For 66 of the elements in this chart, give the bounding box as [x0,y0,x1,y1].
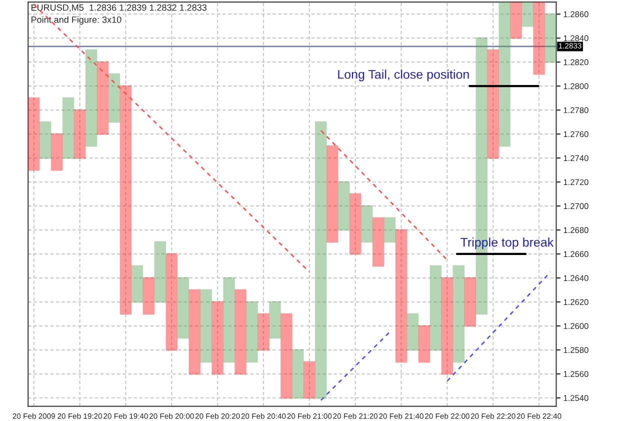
y-tick-label: 1.2780 [564,107,588,114]
bar [246,301,258,363]
bar [430,265,442,351]
bar [28,97,40,171]
y-tick-label: 1.2740 [564,155,588,162]
text: Point and Figure: 3x10 [32,16,122,25]
bar [522,2,534,27]
y-tick-label: 1.2560 [564,371,588,377]
bar [544,13,556,63]
bar [96,61,109,135]
bar [533,2,545,75]
y-tick-label: 1.2720 [564,179,588,186]
y-tick-label: 1.2540 [564,395,588,401]
y-tick-label: 1.2580 [564,347,588,353]
bar [62,97,74,159]
bar [154,241,166,303]
bar [142,277,155,315]
y-tick-label: 1.2700 [564,203,588,210]
bar [304,361,316,399]
bar [177,277,189,339]
bar [39,121,52,159]
bar [85,49,98,147]
bar [395,229,408,363]
ref-line-label: Long Tail, close position [338,70,469,82]
bar [487,49,499,159]
bar [452,265,465,363]
bar [166,253,178,351]
bar [384,217,396,243]
bar [269,301,281,339]
bar [200,289,212,363]
y-tick-label: 1.2620 [564,299,588,306]
ref-line-label: Tripple top break [460,238,554,250]
bar [326,145,338,243]
bar [498,2,510,147]
bar [120,85,132,315]
bar [372,217,384,267]
bar [315,121,327,399]
bar [234,289,246,375]
bar [292,349,304,399]
bar [223,277,235,363]
bar [338,181,350,231]
y-tick-label: 1.2820 [564,59,588,66]
bar [510,2,522,39]
bar [258,313,270,351]
bar [212,301,224,375]
bar [349,193,362,255]
y-tick-label: 1.2760 [564,131,588,138]
bar [188,289,200,375]
bar [360,205,373,243]
y-tick-label: 1.2640 [564,275,588,282]
y-tick-label: 1.2680 [564,227,588,234]
bar [74,109,86,159]
y-tick-label: 1.2860 [564,11,588,18]
bar [418,325,430,363]
y-tick-label: 1.2600 [564,323,588,330]
y-tick-label: 1.2840 [564,35,588,42]
y-tick-label: 1.2800 [564,83,588,90]
bar [406,313,419,351]
bar [108,73,120,123]
bar [131,265,144,303]
bar [464,277,476,327]
bar [280,313,292,399]
y-tick-label: 1.2660 [564,251,588,258]
bar [50,133,63,171]
bar [441,277,454,375]
chart-title: EURUSD,M5 1.2836 1.2839 1.2832 1.2833 [32,4,207,12]
